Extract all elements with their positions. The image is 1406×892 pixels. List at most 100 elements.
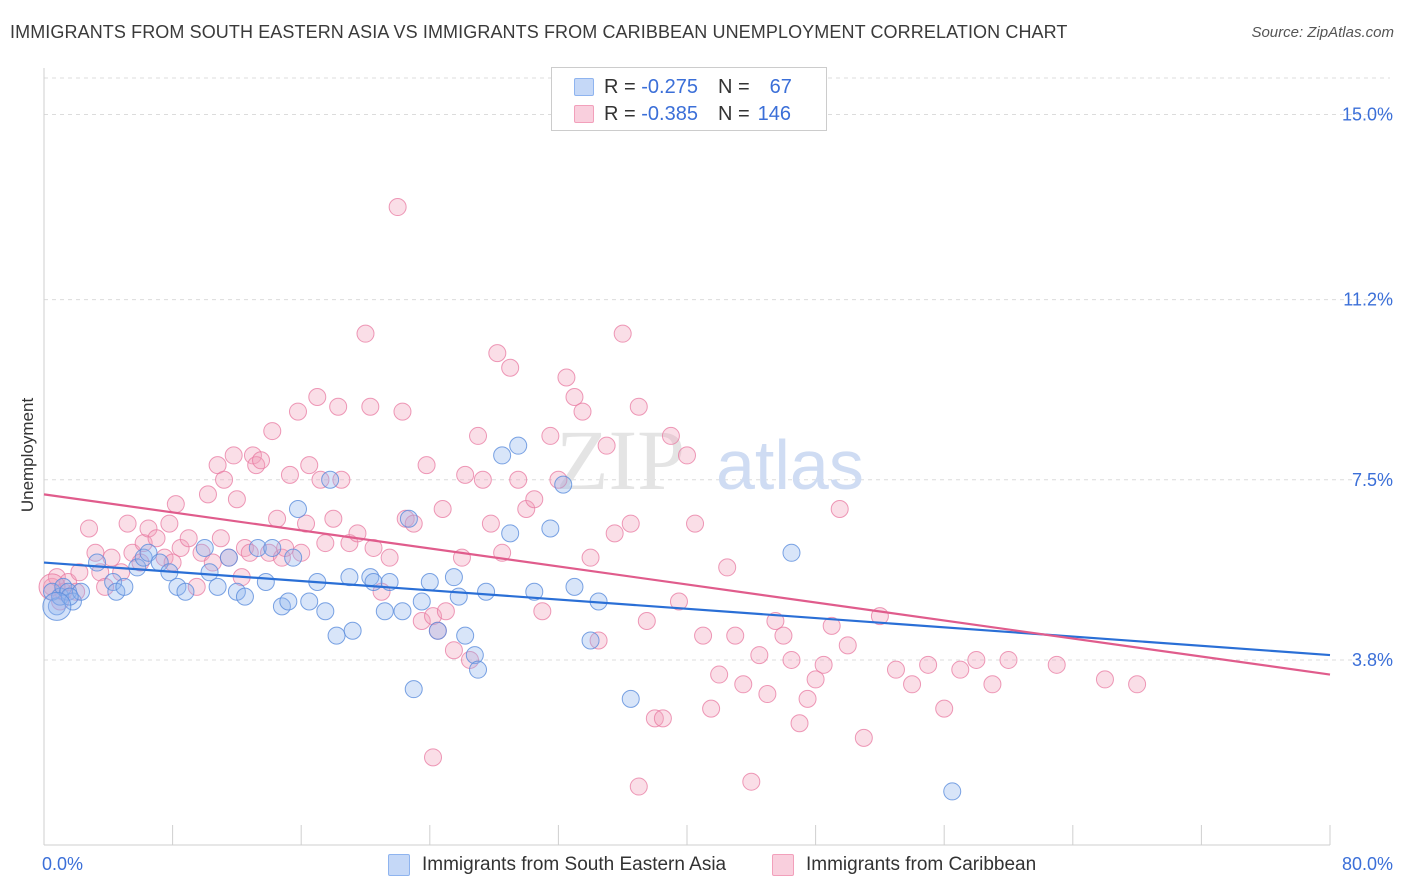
source-label: Source: ZipAtlas.com xyxy=(1251,24,1394,41)
caribbean-point xyxy=(710,665,729,684)
caribbean-point xyxy=(300,456,319,475)
caribbean-point xyxy=(605,524,624,543)
y-tick-label: 11.2% xyxy=(1343,290,1393,310)
south-eastern-asia-point xyxy=(364,573,383,592)
caribbean-point xyxy=(629,777,648,796)
south-eastern-asia-point xyxy=(420,573,439,592)
south-eastern-asia-point xyxy=(88,553,107,572)
south-eastern-asia-point xyxy=(541,519,560,538)
caribbean-point xyxy=(147,529,166,548)
caribbean-point xyxy=(388,198,407,217)
south-eastern-asia-point xyxy=(134,548,153,567)
south-eastern-asia-point xyxy=(284,548,303,567)
caribbean-point xyxy=(203,553,222,572)
caribbean-point xyxy=(280,465,299,484)
caribbean-point xyxy=(263,422,282,441)
caribbean-point xyxy=(766,611,785,630)
caribbean-point xyxy=(565,387,584,406)
caribbean-point xyxy=(444,641,463,660)
caribbean-point xyxy=(750,646,769,665)
caribbean-point xyxy=(533,602,552,621)
bottom-legend-south-eastern-asia: Immigrants from South Eastern Asia xyxy=(388,852,726,878)
bottom-legend-swatch-blue xyxy=(388,854,410,876)
caribbean-point xyxy=(436,602,455,621)
south-eastern-asia-point xyxy=(248,538,267,557)
legend-row-south-eastern-asia: R = -0.275 N = 67 xyxy=(574,76,792,98)
south-eastern-asia-point xyxy=(47,597,66,616)
caribbean-point xyxy=(678,446,696,465)
south-eastern-asia-point xyxy=(428,621,447,640)
south-eastern-asia-point xyxy=(195,538,214,557)
caribbean-point xyxy=(694,626,713,645)
caribbean-point xyxy=(80,519,99,538)
south-eastern-asia-point xyxy=(525,582,544,601)
caribbean-point xyxy=(549,470,568,489)
watermark-atlas: atlas xyxy=(716,426,864,504)
caribbean-point xyxy=(838,636,857,655)
caribbean-point xyxy=(118,514,137,533)
south-eastern-asia-point xyxy=(477,582,496,601)
caribbean-point xyxy=(935,699,954,718)
caribbean-point xyxy=(782,650,801,669)
trend-line-south-eastern-asia xyxy=(43,561,1331,657)
caribbean-point xyxy=(541,426,560,445)
caribbean-point xyxy=(70,563,89,582)
south-eastern-asia-point xyxy=(316,602,335,621)
south-eastern-asia-point xyxy=(42,591,72,621)
caribbean-point xyxy=(830,499,849,518)
south-eastern-asia-point xyxy=(565,577,584,596)
caribbean-point xyxy=(661,426,680,445)
caribbean-point xyxy=(919,655,938,674)
caribbean-point xyxy=(424,748,443,767)
caribbean-point xyxy=(227,490,246,509)
caribbean-point xyxy=(356,324,375,343)
caribbean-point xyxy=(361,397,380,416)
caribbean-point xyxy=(806,670,825,689)
y-tick-label: 15.0% xyxy=(1342,105,1393,125)
caribbean-point xyxy=(822,616,841,635)
south-eastern-asia-point xyxy=(263,538,282,557)
caribbean-point xyxy=(999,650,1018,669)
caribbean-point xyxy=(198,485,217,504)
caribbean-point xyxy=(814,655,833,674)
caribbean-point xyxy=(726,626,745,645)
south-eastern-asia-point xyxy=(621,689,640,708)
caribbean-point xyxy=(102,548,121,567)
caribbean-point xyxy=(316,534,335,553)
caribbean-point xyxy=(501,358,520,377)
south-eastern-asia-point xyxy=(509,436,528,455)
caribbean-point xyxy=(983,675,1002,694)
south-eastern-asia-point xyxy=(581,631,600,650)
chart-title: IMMIGRANTS FROM SOUTH EASTERN ASIA VS IM… xyxy=(10,22,1068,42)
caribbean-point xyxy=(1047,655,1066,674)
caribbean-point xyxy=(311,470,330,489)
legend-r-value: -0.275 xyxy=(641,75,698,98)
caribbean-point xyxy=(686,514,705,533)
tick-labels: 3.8% 7.5% 11.2% 15.0% 0.0% 80.0% xyxy=(42,105,1393,874)
south-eastern-asia-point xyxy=(321,470,340,489)
caribbean-point xyxy=(903,675,922,694)
caribbean-point xyxy=(324,509,343,528)
caribbean-point xyxy=(758,685,777,704)
caribbean-point xyxy=(669,592,688,611)
caribbean-point xyxy=(886,660,905,679)
caribbean-point xyxy=(1095,670,1114,689)
south-eastern-asia-point xyxy=(465,646,484,665)
south-eastern-asia-point xyxy=(219,548,238,567)
south-eastern-asia-point xyxy=(60,587,79,606)
caribbean-point xyxy=(597,436,616,455)
caribbean-point xyxy=(481,514,500,533)
caribbean-point xyxy=(790,714,809,733)
caribbean-point xyxy=(798,689,817,708)
legend-swatch-blue xyxy=(574,78,594,96)
caribbean-point xyxy=(417,456,436,475)
caribbean-point xyxy=(702,699,721,718)
x-tick-label: 0.0% xyxy=(42,854,83,874)
caribbean-point xyxy=(718,558,737,577)
south-eastern-asia-point xyxy=(256,573,275,592)
caribbean-point xyxy=(215,470,234,489)
south-eastern-asia-point xyxy=(449,587,468,606)
caribbean-point xyxy=(404,514,423,533)
legend-r-label: R = xyxy=(604,75,636,98)
caribbean-point xyxy=(854,728,873,747)
